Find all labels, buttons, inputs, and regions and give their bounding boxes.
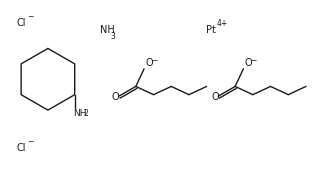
Text: NH: NH xyxy=(73,109,87,118)
Text: 4+: 4+ xyxy=(216,19,228,28)
Text: NH: NH xyxy=(100,25,115,35)
Text: −: − xyxy=(151,56,158,65)
Text: O: O xyxy=(245,58,252,68)
Text: Cl: Cl xyxy=(16,143,26,153)
Text: 3: 3 xyxy=(111,32,116,41)
Text: −: − xyxy=(250,56,257,65)
Text: O: O xyxy=(211,92,219,102)
Text: O: O xyxy=(112,92,119,102)
Text: 2: 2 xyxy=(84,109,89,118)
Text: O: O xyxy=(146,58,153,68)
Text: −: − xyxy=(27,12,34,21)
Text: Cl: Cl xyxy=(16,18,26,28)
Text: −: − xyxy=(27,137,34,146)
Text: Pt: Pt xyxy=(206,25,216,35)
